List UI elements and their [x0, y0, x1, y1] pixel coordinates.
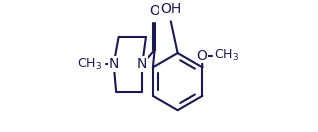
Text: O: O	[197, 49, 207, 63]
Text: O: O	[149, 4, 160, 18]
Text: N: N	[108, 57, 119, 71]
Text: CH$_3$: CH$_3$	[214, 48, 239, 63]
Text: OH: OH	[160, 2, 182, 16]
Text: N: N	[137, 57, 148, 71]
Text: CH$_3$: CH$_3$	[77, 57, 102, 72]
